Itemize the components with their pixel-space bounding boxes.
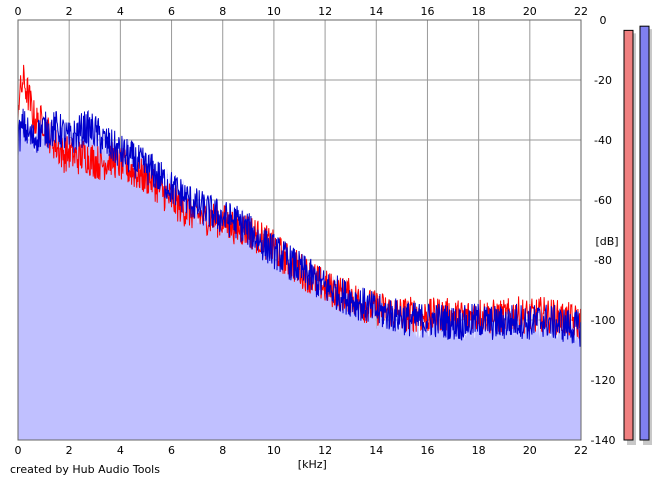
level-meters xyxy=(623,25,652,446)
plot-frame xyxy=(17,19,582,441)
x-tick-label-top-1: 2 xyxy=(66,5,73,18)
x-tick-label-top-6: 12 xyxy=(318,5,332,18)
x-tick-label-bottom-10: 20 xyxy=(523,444,537,457)
y-tick-label-6: -120 xyxy=(591,374,616,387)
x-tick-label-bottom-3: 6 xyxy=(168,444,175,457)
y-tick-label-5: -100 xyxy=(591,314,616,327)
x-tick-label-top-2: 4 xyxy=(117,5,124,18)
level-meter-0 xyxy=(623,29,634,441)
x-tick-label-bottom-2: 4 xyxy=(117,444,124,457)
x-tick-label-top-10: 20 xyxy=(523,5,537,18)
x-tick-label-top-7: 14 xyxy=(369,5,383,18)
x-tick-label-bottom-8: 16 xyxy=(420,444,434,457)
x-tick-label-top-11: 22 xyxy=(574,5,588,18)
x-tick-label-bottom-4: 8 xyxy=(219,444,226,457)
x-tick-label-bottom-6: 12 xyxy=(318,444,332,457)
y-tick-label-2: -40 xyxy=(594,134,612,147)
x-tick-label-bottom-9: 18 xyxy=(472,444,486,457)
y-tick-label-3: -60 xyxy=(594,194,612,207)
x-tick-label-bottom-5: 10 xyxy=(267,444,281,457)
series-line-1 xyxy=(17,108,581,347)
x-tick-label-bottom-0: 0 xyxy=(15,444,22,457)
y-tick-label-1: -20 xyxy=(594,74,612,87)
x-axis-label: [kHz] xyxy=(298,458,327,471)
x-tick-label-top-5: 10 xyxy=(267,5,281,18)
x-tick-label-top-8: 16 xyxy=(420,5,434,18)
level-meter-1 xyxy=(639,25,650,441)
x-ticks-top: 0 2 4 6 8 10 12 14 16 18 20 22 xyxy=(15,5,589,18)
y-ticks-right: 0 -20 -40 -60 -80 -100 -120 -140 xyxy=(591,14,616,447)
x-tick-label-top-0: 0 xyxy=(15,5,22,18)
x-tick-label-top-4: 8 xyxy=(219,5,226,18)
series-layer xyxy=(17,64,582,347)
footer-credit: created by Hub Audio Tools xyxy=(10,463,160,476)
x-ticks-bottom: 0 2 4 6 8 10 12 14 16 18 20 22 xyxy=(15,444,589,457)
x-tick-label-bottom-11: 22 xyxy=(574,444,588,457)
y-tick-label-7: -140 xyxy=(591,434,616,447)
y-tick-label-0: 0 xyxy=(600,14,607,27)
y-axis-label: [dB] xyxy=(595,235,618,248)
x-tick-label-top-9: 18 xyxy=(472,5,486,18)
y-tick-label-4: -80 xyxy=(594,254,612,267)
x-tick-label-top-3: 6 xyxy=(168,5,175,18)
x-tick-label-bottom-1: 2 xyxy=(66,444,73,457)
x-tick-label-bottom-7: 14 xyxy=(369,444,383,457)
